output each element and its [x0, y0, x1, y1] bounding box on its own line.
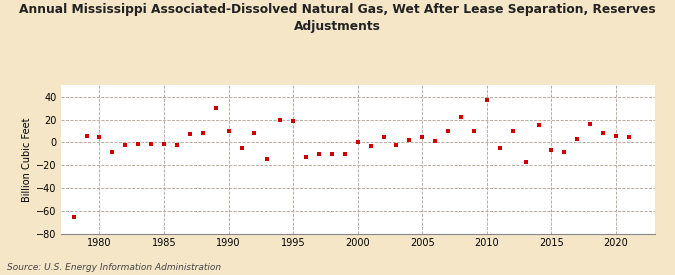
- Point: [494, 146, 505, 150]
- Text: Annual Mississippi Associated-Dissolved Natural Gas, Wet After Lease Separation,: Annual Mississippi Associated-Dissolved …: [19, 3, 656, 33]
- Point: [624, 134, 634, 139]
- Point: [327, 152, 338, 156]
- Point: [520, 160, 531, 164]
- Point: [481, 98, 492, 102]
- Point: [146, 141, 157, 146]
- Point: [597, 131, 608, 135]
- Point: [468, 129, 479, 133]
- Point: [223, 129, 234, 133]
- Point: [352, 140, 363, 145]
- Point: [391, 142, 402, 147]
- Point: [107, 149, 118, 154]
- Point: [94, 134, 105, 139]
- Point: [211, 106, 221, 110]
- Point: [314, 152, 325, 156]
- Y-axis label: Billion Cubic Feet: Billion Cubic Feet: [22, 117, 32, 202]
- Point: [68, 214, 79, 219]
- Point: [456, 115, 466, 119]
- Point: [430, 139, 441, 144]
- Point: [159, 141, 169, 146]
- Point: [559, 149, 570, 154]
- Point: [365, 144, 376, 148]
- Point: [611, 133, 622, 138]
- Point: [288, 119, 298, 123]
- Point: [572, 137, 583, 141]
- Point: [184, 132, 195, 137]
- Point: [533, 123, 544, 127]
- Point: [300, 155, 311, 160]
- Point: [120, 142, 131, 147]
- Point: [585, 122, 595, 126]
- Point: [262, 157, 273, 162]
- Point: [236, 146, 247, 150]
- Point: [508, 129, 518, 133]
- Point: [378, 134, 389, 139]
- Point: [133, 141, 144, 146]
- Point: [171, 142, 182, 147]
- Point: [340, 152, 350, 156]
- Text: Source: U.S. Energy Information Administration: Source: U.S. Energy Information Administ…: [7, 263, 221, 272]
- Point: [249, 131, 260, 135]
- Point: [417, 134, 428, 139]
- Point: [546, 148, 557, 153]
- Point: [81, 133, 92, 138]
- Point: [404, 138, 415, 142]
- Point: [443, 129, 454, 133]
- Point: [275, 117, 286, 122]
- Point: [197, 131, 208, 135]
